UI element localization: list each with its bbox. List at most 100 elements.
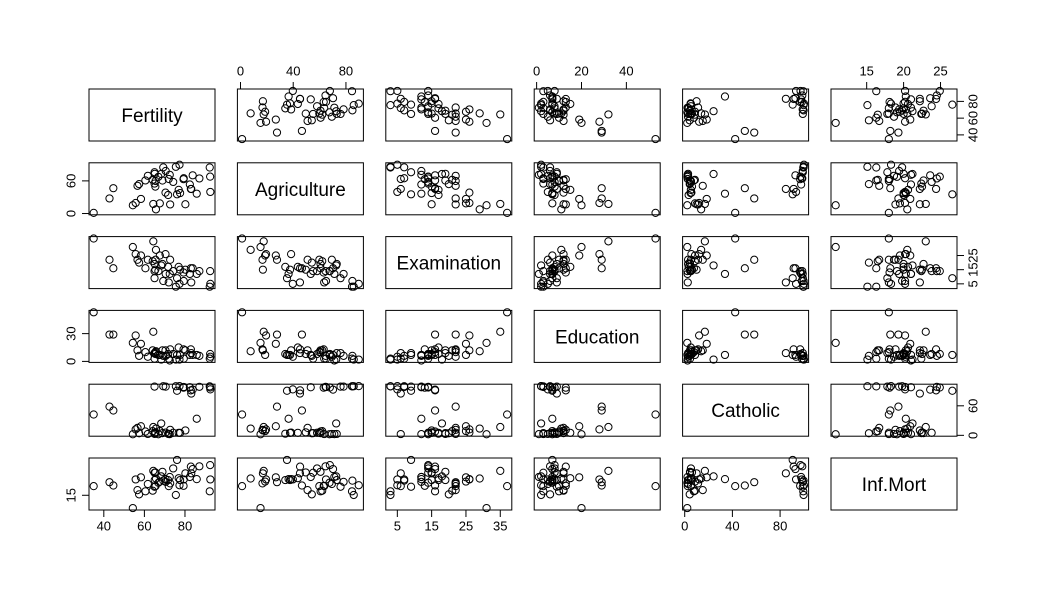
point (347, 487, 357, 496)
point (155, 199, 164, 208)
point (683, 278, 692, 287)
point (927, 349, 936, 359)
point (931, 94, 941, 104)
point (539, 87, 548, 96)
point (166, 200, 175, 209)
point (347, 354, 357, 363)
point (539, 382, 548, 391)
point (133, 346, 142, 355)
point (781, 94, 790, 103)
point (561, 103, 570, 112)
point (948, 350, 957, 360)
point (176, 350, 185, 360)
point (700, 466, 709, 475)
point (702, 115, 711, 124)
point (781, 278, 790, 287)
point (430, 126, 440, 136)
point (885, 97, 894, 107)
point (105, 255, 114, 264)
point (885, 345, 894, 354)
point (205, 354, 214, 363)
panel (385, 457, 513, 511)
point (285, 99, 295, 108)
point (561, 200, 570, 209)
point (720, 189, 730, 198)
point (559, 428, 568, 437)
point (281, 475, 290, 485)
point (872, 354, 881, 363)
point (172, 274, 182, 283)
point (205, 382, 214, 391)
point (175, 355, 184, 364)
point (284, 414, 293, 423)
point (683, 472, 692, 482)
point (884, 410, 893, 419)
point (899, 259, 908, 269)
point (906, 103, 916, 112)
point (166, 425, 175, 434)
point (349, 490, 358, 500)
point (417, 475, 426, 484)
point (284, 269, 293, 279)
point (430, 487, 440, 496)
point (393, 86, 402, 96)
point (554, 176, 564, 185)
x-tick-label: 40 (97, 518, 111, 533)
point (128, 430, 137, 439)
point (539, 276, 548, 286)
x-tick-label: 20 (574, 63, 588, 78)
point (195, 462, 204, 471)
point (891, 255, 900, 264)
point (559, 105, 568, 114)
point (105, 194, 114, 203)
point (698, 485, 707, 495)
point (169, 177, 178, 187)
point (161, 477, 170, 486)
point (256, 503, 265, 513)
point (406, 190, 416, 199)
point (683, 118, 692, 128)
variable-label: Fertility (121, 106, 183, 127)
panel (682, 309, 810, 363)
x-tick-label: 0 (237, 63, 244, 78)
point (321, 462, 330, 471)
point (915, 278, 924, 287)
point (186, 184, 195, 194)
point (400, 97, 409, 106)
point (195, 174, 204, 183)
point (863, 282, 872, 291)
point (417, 356, 426, 365)
point (327, 479, 336, 489)
point (917, 179, 926, 188)
point (417, 166, 426, 176)
point (799, 87, 808, 96)
point (444, 429, 453, 438)
point (900, 86, 910, 96)
point (133, 181, 142, 190)
point (566, 185, 575, 194)
point (128, 338, 137, 347)
point (301, 109, 310, 118)
y-tick-label: 60 (965, 111, 980, 125)
point (908, 169, 917, 179)
point (577, 242, 586, 252)
point (550, 464, 559, 473)
point (872, 348, 881, 357)
point (307, 490, 316, 499)
point (948, 190, 957, 199)
point (915, 265, 924, 274)
point (789, 184, 798, 194)
point (306, 95, 315, 104)
point (863, 382, 872, 391)
point (320, 103, 329, 113)
point (400, 106, 409, 115)
point (750, 330, 759, 339)
point (799, 354, 808, 363)
point (143, 255, 152, 264)
point (406, 386, 416, 395)
point (550, 86, 559, 96)
point (161, 250, 170, 259)
point (895, 269, 904, 279)
point (740, 264, 749, 273)
point (550, 265, 559, 274)
